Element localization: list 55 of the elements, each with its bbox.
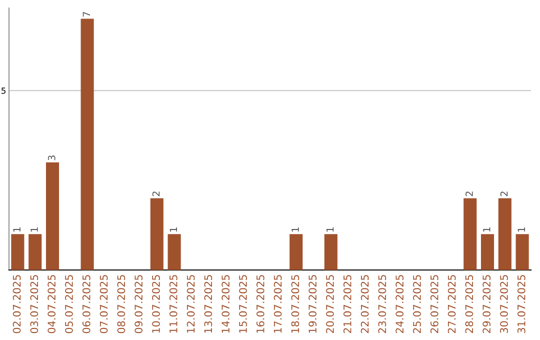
x-tick-label: 16.07.2025 — [256, 275, 264, 333]
bar — [28, 234, 42, 270]
bar — [46, 162, 60, 270]
x-tick-label: 15.07.2025 — [239, 275, 247, 333]
y-tick-label: 5 — [2, 88, 6, 94]
data-label: 1 — [326, 227, 334, 232]
x-tick-label: 09.07.2025 — [134, 275, 143, 334]
data-label: 1 — [30, 227, 38, 232]
data-label: 1 — [292, 227, 299, 232]
x-tick-label: 28.07.2025 — [465, 275, 474, 334]
x-tick-label: 22.07.2025 — [360, 275, 369, 334]
x-tick-label: 12.07.2025 — [186, 275, 195, 333]
bar — [464, 198, 477, 270]
x-tick-label: 17.07.2025 — [274, 275, 282, 333]
bar — [290, 234, 303, 270]
data-label: 7 — [82, 12, 90, 17]
x-tick-label: 08.07.2025 — [117, 275, 126, 334]
x-tick-label: 20.07.2025 — [326, 275, 334, 334]
data-label: 2 — [466, 192, 473, 196]
x-tick-label: 11.07.2025 — [169, 275, 178, 333]
x-tick-label: 04.07.2025 — [48, 275, 56, 334]
bar — [150, 198, 164, 270]
x-tick-label: 19.07.2025 — [308, 275, 317, 333]
x-tick-label: 30.07.2025 — [500, 275, 508, 334]
x-tick-label: 23.07.2025 — [378, 275, 386, 334]
x-tick-label: 18.07.2025 — [291, 275, 300, 333]
x-tick-label: 13.07.2025 — [204, 275, 212, 333]
x-tick-label: 14.07.2025 — [222, 275, 230, 333]
data-label: 1 — [483, 227, 490, 232]
x-tick-label: 05.07.2025 — [65, 275, 73, 334]
data-label: 2 — [152, 192, 160, 196]
data-label: 1 — [13, 227, 20, 232]
x-tick-label: 31.07.2025 — [517, 275, 526, 334]
x-tick-label: 02.07.2025 — [12, 275, 21, 334]
data-label: 1 — [170, 227, 177, 232]
bar — [11, 234, 24, 270]
x-tick-label: 27.07.2025 — [448, 275, 456, 334]
x-tick-label: 10.07.2025 — [152, 275, 160, 333]
x-tick-label: 21.07.2025 — [343, 275, 352, 334]
bar — [168, 234, 181, 270]
x-tick-label: 26.07.2025 — [430, 275, 438, 334]
data-label: 2 — [500, 192, 508, 196]
x-tick-label: 07.07.2025 — [100, 275, 108, 334]
x-tick-label: 24.07.2025 — [396, 275, 404, 334]
bar — [324, 234, 338, 270]
bar — [516, 234, 529, 270]
x-tick-label: 03.07.2025 — [30, 275, 38, 334]
data-label: 1 — [518, 227, 525, 232]
x-tick-label: 06.07.2025 — [82, 275, 90, 334]
x-tick-label: 29.07.2025 — [482, 275, 491, 334]
bar — [80, 18, 94, 270]
bar — [498, 198, 512, 270]
bar — [480, 234, 494, 270]
data-label: 3 — [48, 156, 56, 160]
x-tick-label: 25.07.2025 — [413, 275, 421, 334]
